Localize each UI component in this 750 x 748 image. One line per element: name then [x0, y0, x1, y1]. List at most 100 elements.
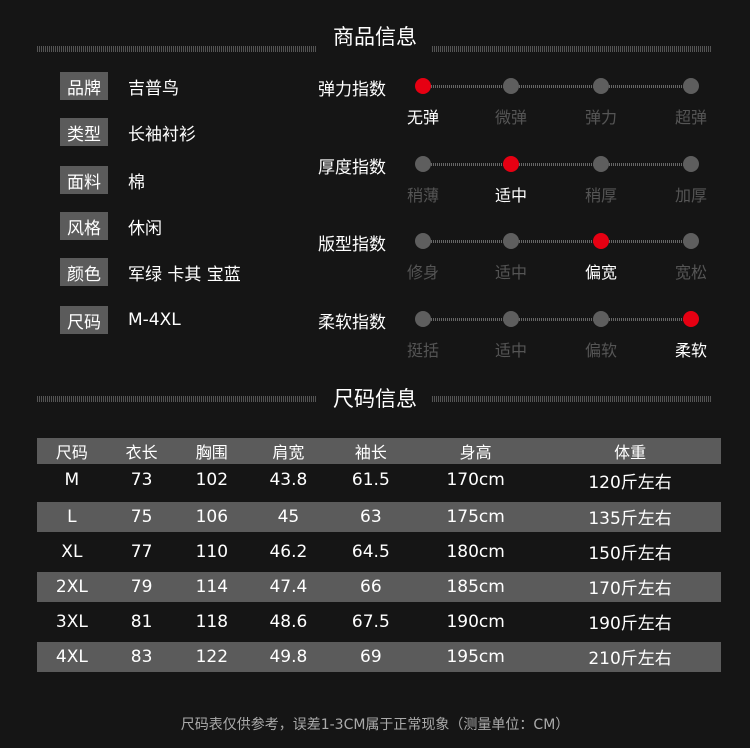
table-cell: 170cm — [446, 470, 505, 491]
table-cell: M — [64, 470, 80, 491]
scale-track — [423, 318, 691, 321]
table-cell: 175cm — [412, 496, 540, 537]
scale-dot — [503, 311, 519, 327]
section-title-product: 商品信息 — [333, 25, 417, 49]
column-header: 身高 — [412, 438, 540, 464]
scale-option: 适中 — [494, 341, 527, 360]
section-title-size: 尺码信息 — [333, 387, 417, 411]
table-cell: 47.4 — [247, 566, 330, 607]
table-cell: 67.5 — [351, 611, 390, 632]
divider — [432, 396, 712, 402]
attribute-value: 长袖衬衫 — [128, 124, 196, 145]
scale-option: 修身 — [406, 263, 439, 282]
table-cell: 49.8 — [247, 636, 330, 677]
scale-option: 柔软 — [674, 341, 707, 360]
table-cell: 190cm — [446, 611, 505, 632]
table-cell: 180cm — [446, 541, 505, 562]
scale-option: 无弹 — [406, 108, 439, 127]
scale-option: 稍薄 — [406, 186, 439, 205]
scale-option: 适中 — [494, 263, 527, 282]
attribute-row: 尺码 M-4XL — [60, 306, 181, 334]
column-header: 袖长 — [329, 438, 413, 464]
table-row: L 75 106 45 63 175cm 135斤左右 — [37, 496, 721, 537]
scale-dot — [415, 233, 431, 249]
scale-dot — [503, 78, 519, 94]
table-cell: 170斤左右 — [539, 566, 721, 607]
scale-track — [423, 240, 691, 243]
table-row: 2XL 79 114 47.4 66 185cm 170斤左右 — [37, 566, 721, 607]
table-cell: 46.2 — [269, 541, 308, 562]
table-cell: 122 — [176, 636, 248, 677]
attribute-key: 尺码 — [60, 306, 108, 334]
column-header: 肩宽 — [247, 438, 330, 464]
scale-dot — [503, 156, 519, 172]
table-cell: 190斤左右 — [588, 614, 672, 634]
table-cell: 120斤左右 — [588, 472, 672, 493]
table-row: M 73 102 43.8 61.5 170cm 120斤左右 — [37, 464, 721, 499]
scale-dot — [683, 156, 699, 172]
table-cell: 79 — [106, 566, 177, 607]
scale-dot — [593, 156, 609, 172]
attribute-row: 颜色 军绿 卡其 宝蓝 — [60, 258, 241, 286]
scale-dot — [683, 311, 699, 327]
table-cell: 118 — [195, 611, 229, 632]
index-label: 弹力指数 — [318, 80, 386, 100]
attribute-row: 风格 休闲 — [60, 212, 162, 240]
index-scale: 版型指数 修身 适中 偏宽 宽松 — [318, 233, 718, 301]
attribute-key: 风格 — [60, 212, 108, 240]
scale-track — [423, 85, 691, 88]
table-cell: 63 — [329, 496, 413, 537]
table-cell: 43.8 — [269, 470, 308, 491]
attribute-key: 品牌 — [60, 72, 108, 100]
table-cell: 83 — [106, 636, 177, 677]
divider — [37, 396, 317, 402]
table-cell: 150斤左右 — [588, 544, 672, 564]
table-cell: 77 — [130, 541, 153, 562]
size-note: 尺码表仅供参考，误差1-3CM属于正常现象（测量单位：CM） — [180, 717, 570, 733]
attribute-key: 面料 — [60, 166, 108, 194]
scale-dot — [593, 311, 609, 327]
table-cell: 195cm — [412, 636, 540, 677]
scale-option: 偏宽 — [584, 263, 617, 282]
table-cell: 210斤左右 — [539, 636, 721, 677]
table-cell: 3XL — [55, 611, 88, 632]
scale-option: 稍厚 — [584, 186, 617, 205]
table-cell: 66 — [329, 566, 413, 607]
table-row: 3XL 81 118 48.6 67.5 190cm 190斤左右 — [37, 604, 721, 639]
scale-option: 加厚 — [674, 186, 707, 205]
scale-option: 适中 — [494, 186, 527, 205]
table-cell: 110 — [195, 541, 229, 562]
attribute-key: 颜色 — [60, 258, 108, 286]
table-header: 尺码 衣长 胸围 肩宽 袖长 身高 体重 — [37, 438, 721, 464]
divider — [432, 46, 712, 52]
attribute-value: M-4XL — [128, 310, 181, 330]
attribute-key: 类型 — [60, 118, 108, 146]
table-cell: 102 — [195, 470, 229, 491]
scale-dot — [415, 156, 431, 172]
table-cell: 135斤左右 — [539, 496, 721, 537]
table-cell: 4XL — [37, 636, 107, 677]
column-header: 体重 — [539, 438, 721, 464]
table-row: 4XL 83 122 49.8 69 195cm 210斤左右 — [37, 636, 721, 677]
table-cell: 45 — [247, 496, 330, 537]
table-cell: 73 — [130, 470, 153, 491]
attribute-value: 棉 — [128, 172, 145, 193]
scale-dot — [593, 78, 609, 94]
scale-track — [423, 163, 691, 166]
table-cell: 61.5 — [351, 470, 390, 491]
index-label: 厚度指数 — [318, 158, 386, 178]
scale-dot — [593, 233, 609, 249]
index-scale: 厚度指数稍薄 适中 稍厚 加厚 — [318, 156, 718, 224]
attribute-row: 面料棉 — [60, 166, 145, 194]
column-header: 尺码 — [37, 438, 107, 464]
divider — [37, 46, 317, 52]
scale-dot — [415, 311, 431, 327]
column-header: 胸围 — [176, 438, 248, 464]
attribute-value: 吉普鸟 — [128, 78, 179, 99]
attribute-value: 军绿 卡其 宝蓝 — [128, 264, 241, 285]
table-cell: 48.6 — [269, 611, 308, 632]
table-cell: 69 — [329, 636, 413, 677]
index-scale: 弹力指数 无弹 微弹 弹力 超弹 — [318, 78, 718, 146]
table-cell: 81 — [130, 611, 153, 632]
index-label: 版型指数 — [318, 235, 386, 255]
